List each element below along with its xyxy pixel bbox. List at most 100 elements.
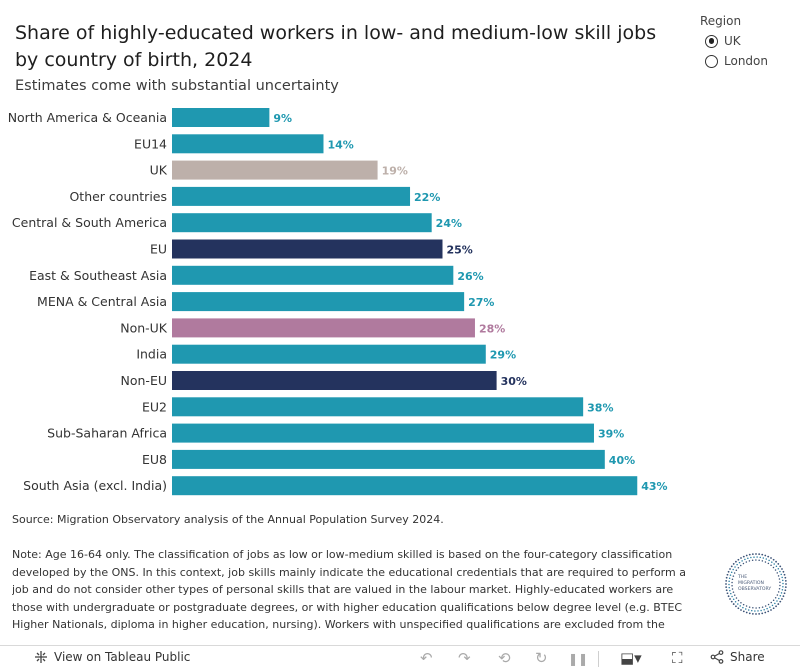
bar[interactable] (172, 476, 638, 496)
logo-dot (740, 564, 742, 567)
logo-dot (772, 558, 775, 561)
logo-dot (727, 595, 730, 598)
logo-dot (784, 586, 787, 589)
logo-dot (758, 553, 761, 556)
share-button[interactable]: Share (710, 650, 765, 664)
logo-dot (725, 576, 728, 579)
logo-dot (729, 568, 731, 570)
logo-dot (745, 561, 748, 563)
bar[interactable] (172, 213, 432, 233)
logo-dot (726, 592, 729, 595)
logo-dot (735, 597, 738, 599)
redo-icon[interactable]: ↷ (458, 649, 471, 667)
bar[interactable] (172, 160, 378, 180)
logo-dot (740, 557, 742, 559)
bar[interactable] (172, 186, 411, 206)
logo-dot (727, 570, 730, 573)
region-option-uk[interactable]: UK (700, 34, 768, 48)
logo-dot (748, 560, 751, 562)
category-label: North America & Oceania (8, 110, 167, 125)
logo-dot (737, 558, 740, 561)
logo-dot (725, 579, 728, 582)
logo-dot (732, 591, 735, 593)
data-label: 14% (327, 138, 353, 151)
fullscreen-icon[interactable]: ⛶ (672, 649, 683, 667)
data-label: 39% (598, 428, 624, 441)
logo-dot (728, 586, 730, 589)
data-label: 40% (609, 454, 635, 467)
logo-dot (785, 583, 787, 585)
bar[interactable] (172, 397, 584, 417)
logo-dot (779, 570, 781, 573)
tableau-toolbar: View on Tableau Public ↶ ↷ ⟲ ↻ ❚❚ ⬓▾ ⛶ S… (0, 645, 800, 671)
logo-dot (766, 607, 768, 610)
view-on-tableau-link[interactable]: View on Tableau Public (34, 650, 190, 664)
logo-dot (735, 605, 737, 608)
chart-title: Share of highly-educated workers in low-… (15, 22, 657, 71)
logo-dot (775, 565, 778, 568)
logo-dot (730, 600, 733, 603)
logo-dot (744, 558, 746, 561)
data-label: 38% (587, 401, 613, 414)
download-icon[interactable]: ⬓▾ (620, 649, 642, 667)
bar[interactable] (172, 344, 486, 364)
logo-dot (775, 560, 777, 563)
logo-dot (771, 604, 774, 607)
logo-ring-dots (725, 553, 787, 615)
logo-dot (741, 560, 743, 562)
logo-dot (731, 595, 733, 598)
undo-icon[interactable]: ↶ (420, 649, 433, 667)
logo-dot (744, 608, 747, 610)
bar[interactable] (172, 371, 497, 390)
logo-dot (765, 558, 768, 560)
logo-dot (732, 563, 735, 565)
data-label: 27% (468, 296, 494, 309)
logo-dot (729, 598, 731, 600)
logo-dot (747, 609, 750, 611)
bar[interactable] (172, 449, 605, 469)
migration-observatory-logo[interactable]: THE MIGRATION OBSERVATORY (723, 551, 789, 617)
share-label: Share (730, 650, 765, 664)
logo-dot (767, 610, 770, 613)
logo-dot (772, 607, 775, 610)
bar[interactable] (172, 318, 475, 338)
logo-text-line1: THE (737, 574, 747, 580)
bar[interactable] (172, 134, 324, 154)
logo-dot (737, 607, 740, 610)
bar[interactable] (172, 265, 454, 285)
logo-dot (780, 592, 783, 594)
logo-dot (764, 554, 767, 557)
logo-dot (753, 556, 755, 558)
logo-dot (751, 609, 753, 612)
bar[interactable] (172, 292, 465, 312)
logo-dot (782, 582, 784, 585)
logo-dot (781, 576, 783, 579)
logo-dot (775, 605, 777, 608)
logo-dot (774, 569, 777, 571)
data-label: 43% (641, 480, 667, 493)
category-label: Sub-Saharan Africa (47, 426, 167, 441)
logo-dot (782, 579, 784, 582)
pause-icon[interactable]: ❚❚ (568, 652, 589, 666)
logo-dot (731, 588, 734, 590)
logo-dot (783, 592, 786, 595)
logo-dot (745, 611, 748, 614)
logo-dot (767, 603, 770, 606)
logo-dot (732, 568, 734, 571)
logo-dot (745, 554, 748, 557)
bar[interactable] (172, 108, 270, 127)
refresh-icon[interactable]: ↻ (535, 649, 548, 667)
revert-icon[interactable]: ⟲ (498, 649, 511, 667)
category-label: Central & South America (12, 215, 167, 230)
bar[interactable] (172, 239, 443, 259)
region-option-label: UK (724, 34, 741, 48)
logo-dot (755, 607, 757, 609)
view-on-tableau-label: View on Tableau Public (54, 650, 191, 664)
logo-dot (751, 559, 754, 561)
bar[interactable] (172, 423, 594, 443)
logo-dot (764, 561, 767, 563)
region-option-london[interactable]: London (700, 54, 768, 68)
logo-dot (761, 612, 764, 615)
logo-dot (725, 583, 727, 585)
logo-dot (737, 566, 740, 569)
